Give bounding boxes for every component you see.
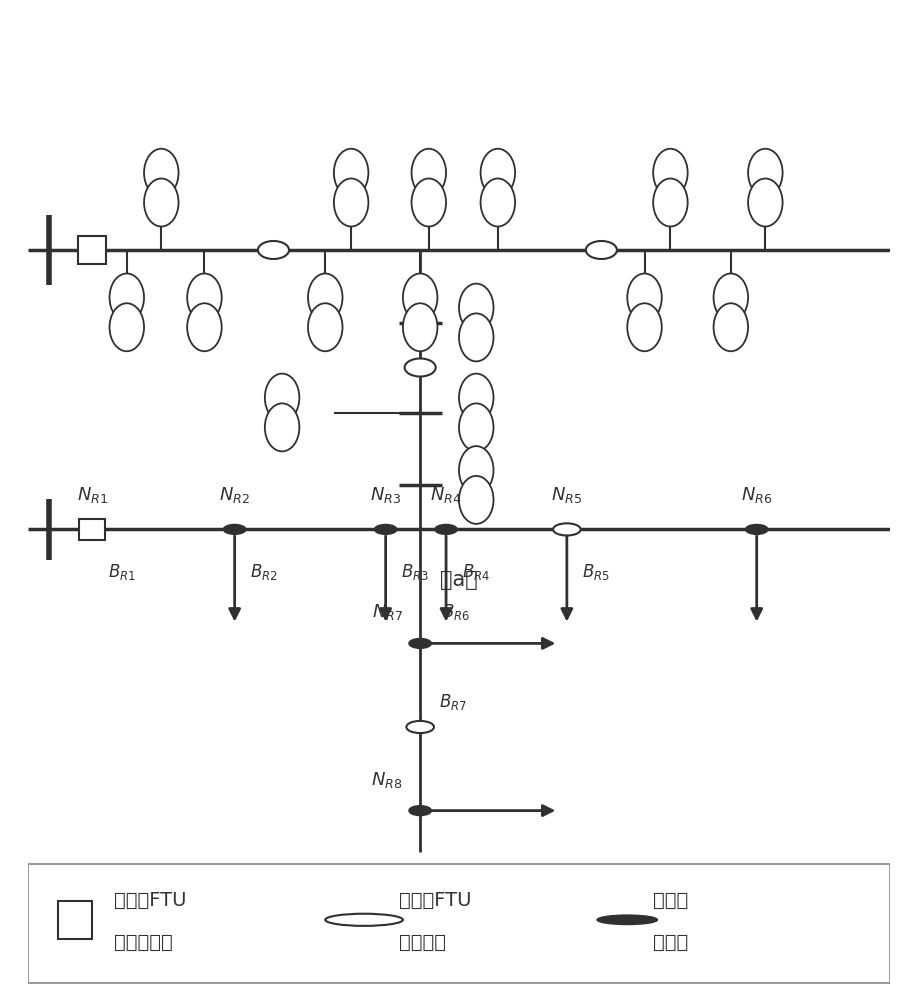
Text: $N_{R5}$: $N_{R5}$ <box>552 485 582 505</box>
Circle shape <box>409 638 431 648</box>
Circle shape <box>223 524 246 534</box>
Ellipse shape <box>627 303 662 351</box>
Text: $N_{R8}$: $N_{R8}$ <box>372 770 403 790</box>
Text: $B_{R5}$: $B_{R5}$ <box>582 562 610 582</box>
Circle shape <box>745 524 768 534</box>
Circle shape <box>325 914 403 926</box>
FancyBboxPatch shape <box>58 901 93 939</box>
Ellipse shape <box>403 273 438 322</box>
Ellipse shape <box>627 273 662 322</box>
Ellipse shape <box>654 149 688 197</box>
Ellipse shape <box>459 284 494 332</box>
Text: $N_{R3}$: $N_{R3}$ <box>370 485 401 505</box>
Ellipse shape <box>748 149 782 197</box>
FancyBboxPatch shape <box>78 236 106 264</box>
Ellipse shape <box>459 476 494 524</box>
Circle shape <box>597 915 657 925</box>
Ellipse shape <box>109 273 144 322</box>
Ellipse shape <box>308 303 342 351</box>
Text: 荷节点: 荷节点 <box>654 933 688 952</box>
Ellipse shape <box>459 403 494 451</box>
Ellipse shape <box>748 178 782 227</box>
Ellipse shape <box>459 446 494 494</box>
Ellipse shape <box>459 374 494 422</box>
Ellipse shape <box>264 374 299 422</box>
Text: $B_{R1}$: $B_{R1}$ <box>107 562 136 582</box>
Text: $N_{R2}$: $N_{R2}$ <box>219 485 250 505</box>
Text: $N_{R7}$: $N_{R7}$ <box>372 602 403 622</box>
Ellipse shape <box>334 178 368 227</box>
Ellipse shape <box>411 149 446 197</box>
FancyBboxPatch shape <box>79 519 106 540</box>
Text: 出线断路器: 出线断路器 <box>114 933 173 952</box>
Circle shape <box>409 806 431 816</box>
Ellipse shape <box>459 313 494 361</box>
FancyBboxPatch shape <box>28 864 890 983</box>
Circle shape <box>375 524 397 534</box>
Ellipse shape <box>481 178 515 227</box>
Ellipse shape <box>411 178 446 227</box>
Ellipse shape <box>713 303 748 351</box>
Ellipse shape <box>481 149 515 197</box>
Text: $B_{R7}$: $B_{R7}$ <box>439 692 467 712</box>
Text: 配置了FTU: 配置了FTU <box>114 891 186 910</box>
Text: $B_{R6}$: $B_{R6}$ <box>442 602 470 622</box>
Text: $N_{R1}$: $N_{R1}$ <box>77 485 107 505</box>
Ellipse shape <box>187 273 222 322</box>
Ellipse shape <box>334 149 368 197</box>
Text: $N_{R6}$: $N_{R6}$ <box>741 485 772 505</box>
Ellipse shape <box>654 178 688 227</box>
Text: 等效负: 等效负 <box>654 891 688 910</box>
Ellipse shape <box>109 303 144 351</box>
Ellipse shape <box>403 303 438 351</box>
Circle shape <box>435 524 457 534</box>
Text: $B_{R2}$: $B_{R2}$ <box>251 562 278 582</box>
Ellipse shape <box>144 178 178 227</box>
Text: $B_{R3}$: $B_{R3}$ <box>401 562 429 582</box>
Text: （a）: （a） <box>440 570 478 590</box>
Ellipse shape <box>308 273 342 322</box>
Circle shape <box>407 721 434 733</box>
Circle shape <box>405 359 436 376</box>
Text: 柱上开关: 柱上开关 <box>398 933 445 952</box>
Circle shape <box>258 241 289 259</box>
Circle shape <box>553 523 581 535</box>
Text: $N_{R4}$: $N_{R4}$ <box>431 485 462 505</box>
Ellipse shape <box>187 303 222 351</box>
Circle shape <box>586 241 617 259</box>
Ellipse shape <box>713 273 748 322</box>
Ellipse shape <box>144 149 178 197</box>
Text: $B_{R4}$: $B_{R4}$ <box>462 562 490 582</box>
Ellipse shape <box>264 403 299 451</box>
Text: 配置了FTU: 配置了FTU <box>398 891 471 910</box>
